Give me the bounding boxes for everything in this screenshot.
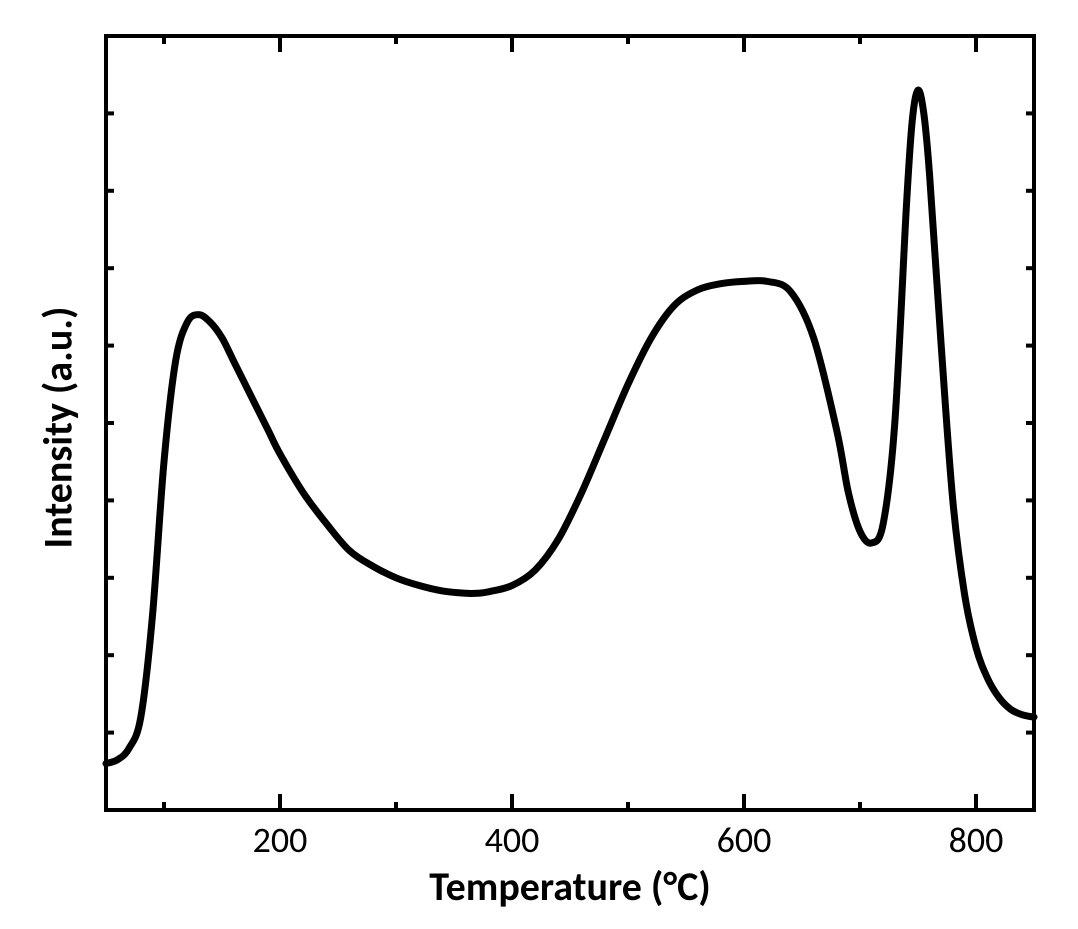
- x-tick-label: 800: [926, 818, 1026, 862]
- x-tick-label: 400: [462, 818, 562, 862]
- series-line: [106, 90, 1034, 763]
- x-tick-label: 600: [694, 818, 794, 862]
- plot-svg: [106, 36, 1034, 810]
- x-axis-label: Temperature (°C): [106, 862, 1034, 911]
- x-tick-label: 200: [230, 818, 330, 862]
- y-axis-label: Intensity (a.u.): [34, 41, 83, 815]
- figure-container: Intensity (a.u.) Temperature (°C) 200 400…: [0, 0, 1078, 929]
